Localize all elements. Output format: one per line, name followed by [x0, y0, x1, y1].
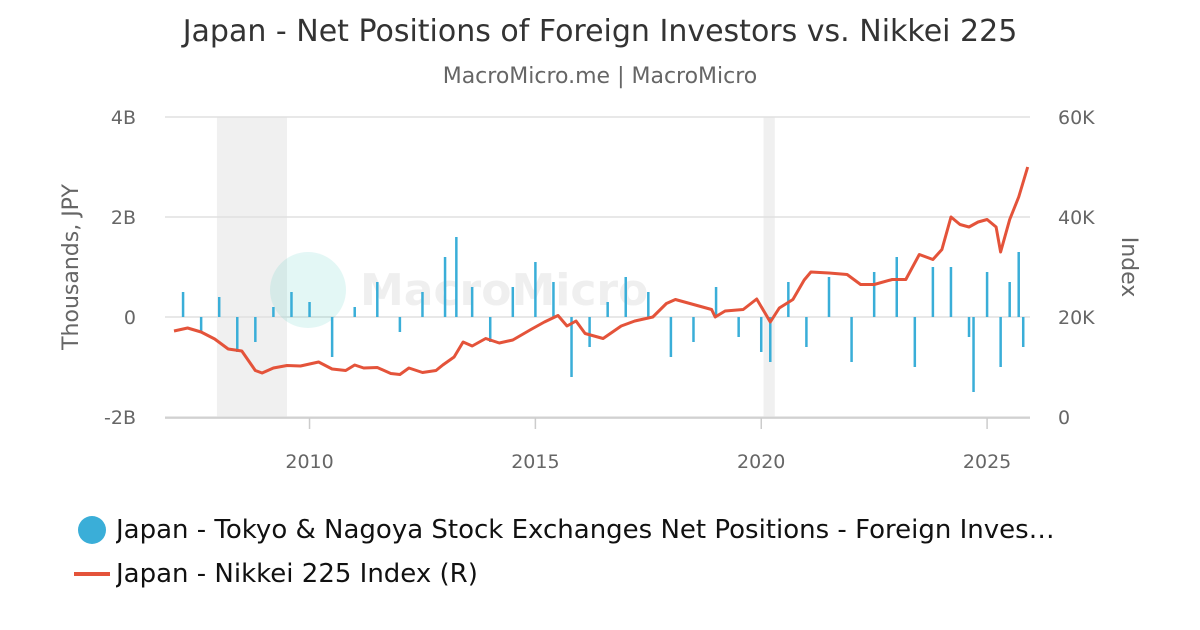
y-right-axis-title: Index: [1116, 237, 1141, 298]
bar: [872, 272, 876, 317]
bar: [254, 317, 257, 342]
bar: [949, 267, 953, 317]
bar: [985, 272, 989, 317]
legend-item-nikkei[interactable]: Japan - Nikkei 225 Index (R): [72, 552, 1152, 596]
bar: [999, 317, 1002, 367]
bar: [511, 287, 515, 317]
chart-subtitle: MacroMicro.me | MacroMicro: [442, 64, 758, 89]
legend-dot-icon: [72, 516, 112, 544]
bar: [376, 282, 379, 317]
bar: [895, 257, 898, 317]
legend: Japan - Tokyo & Nagoya Stock Exchanges N…: [72, 508, 1152, 596]
legend-item-net-positions[interactable]: Japan - Tokyo & Nagoya Stock Exchanges N…: [72, 508, 1152, 552]
watermark-logo-icon: [270, 252, 346, 328]
bar: [443, 257, 447, 317]
bar: [470, 287, 474, 317]
bar: [1021, 317, 1025, 347]
bar: [398, 317, 402, 332]
bar: [787, 282, 790, 317]
bar: [647, 292, 650, 317]
bar: [330, 317, 334, 357]
y-left-tick-label: 4B: [111, 107, 136, 129]
x-tick-label: 2020: [737, 451, 785, 473]
recession-band: [763, 117, 775, 417]
bar: [624, 277, 627, 317]
bar: [488, 317, 492, 342]
bar: [737, 317, 740, 337]
bar: [805, 317, 808, 347]
y-left-tick-label: 0: [124, 307, 136, 329]
bar: [534, 262, 537, 317]
watermark-text: MacroMicro: [360, 265, 648, 316]
bar: [290, 292, 293, 317]
bar: [552, 282, 555, 317]
axes: 4B 2B 0 -2B 60K 40K 20K 0 2010 2015 2020 2025 Thousa…: [59, 107, 1141, 473]
bar: [967, 317, 971, 337]
legend-label: Japan - Tokyo & Nagoya Stock Exchanges N…: [116, 515, 1055, 545]
y-right-tick-label: 40K: [1058, 207, 1095, 229]
chart-title: Japan - Net Positions of Foreign Investo…: [182, 14, 1018, 49]
bar: [421, 292, 424, 317]
bar: [972, 317, 975, 392]
line-series: [173, 166, 1030, 376]
bar: [199, 317, 203, 332]
bar: [236, 317, 239, 352]
bar: [1008, 282, 1011, 317]
watermark: MacroMicro: [270, 252, 648, 328]
x-tick-label: 2010: [285, 451, 333, 473]
y-right-tick-label: 20K: [1058, 307, 1095, 329]
legend-label: Japan - Nikkei 225 Index (R): [116, 559, 478, 589]
bar: [455, 237, 458, 317]
bar: [588, 317, 591, 347]
y-left-tick-label: 2B: [111, 207, 136, 229]
bar: [827, 277, 831, 317]
bar: [353, 307, 356, 317]
bar: [606, 302, 609, 317]
legend-line-icon: [72, 572, 112, 576]
bar: [913, 317, 917, 367]
bar: [272, 307, 275, 317]
bar: [931, 267, 935, 317]
bar: [714, 287, 718, 317]
bar: [181, 292, 185, 317]
bar: [759, 317, 763, 352]
chart-plot-area: MacroMicro 4B 2B 0 -2B 60K 40K 20K 0 2010 2015 202…: [59, 107, 1141, 473]
bar: [692, 317, 695, 342]
y-right-tick-label: 60K: [1058, 107, 1095, 129]
bar: [1017, 252, 1020, 317]
nikkei-line: [173, 166, 1030, 376]
bar: [308, 302, 311, 317]
bar: [850, 317, 853, 362]
bar: [669, 317, 673, 357]
bar-series: [181, 237, 1025, 392]
bar: [570, 317, 573, 377]
y-right-tick-label: 0: [1058, 407, 1070, 429]
y-left-axis-title: Thousands, JPY: [59, 184, 84, 351]
recession-band: [216, 117, 287, 417]
bar: [769, 317, 772, 362]
y-left-tick-label: -2B: [104, 407, 136, 429]
x-tick-label: 2025: [963, 451, 1011, 473]
bar: [217, 297, 221, 317]
x-tick-label: 2015: [511, 451, 559, 473]
